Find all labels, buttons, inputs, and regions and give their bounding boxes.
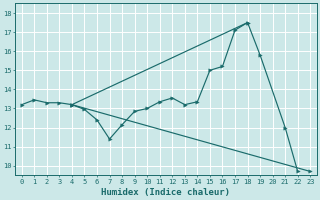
X-axis label: Humidex (Indice chaleur): Humidex (Indice chaleur) <box>101 188 230 197</box>
